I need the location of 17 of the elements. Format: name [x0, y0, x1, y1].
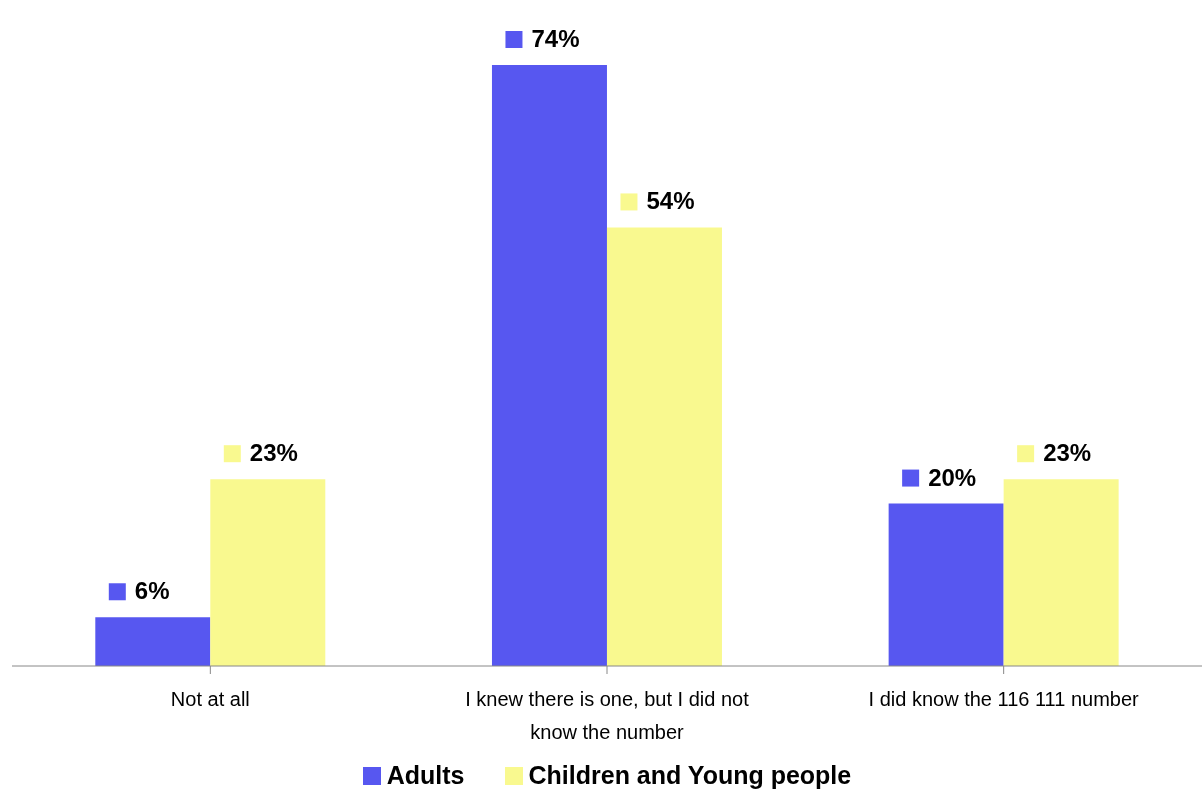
- legend-label: Adults: [385, 761, 465, 790]
- x-tick-label: I did know the 116 111 number: [868, 688, 1140, 710]
- data-label: 74%: [531, 25, 580, 52]
- bar: [606, 227, 722, 666]
- data-label: 23%: [1043, 439, 1092, 467]
- data-label: 23%: [249, 439, 298, 467]
- bar: [888, 503, 1004, 666]
- bar: [95, 617, 211, 666]
- bar: [210, 479, 326, 666]
- data-label: 54%: [646, 187, 695, 215]
- legend-label: Children and Young people: [527, 761, 852, 790]
- bar: [491, 65, 607, 666]
- bar: [1003, 479, 1119, 666]
- data-label: 20%: [928, 463, 977, 491]
- data-label: 6%: [134, 577, 170, 605]
- x-tick-label: Not at all: [170, 688, 250, 710]
- x-tick-label: I knew there is one, but I did not know the number: [465, 688, 750, 743]
